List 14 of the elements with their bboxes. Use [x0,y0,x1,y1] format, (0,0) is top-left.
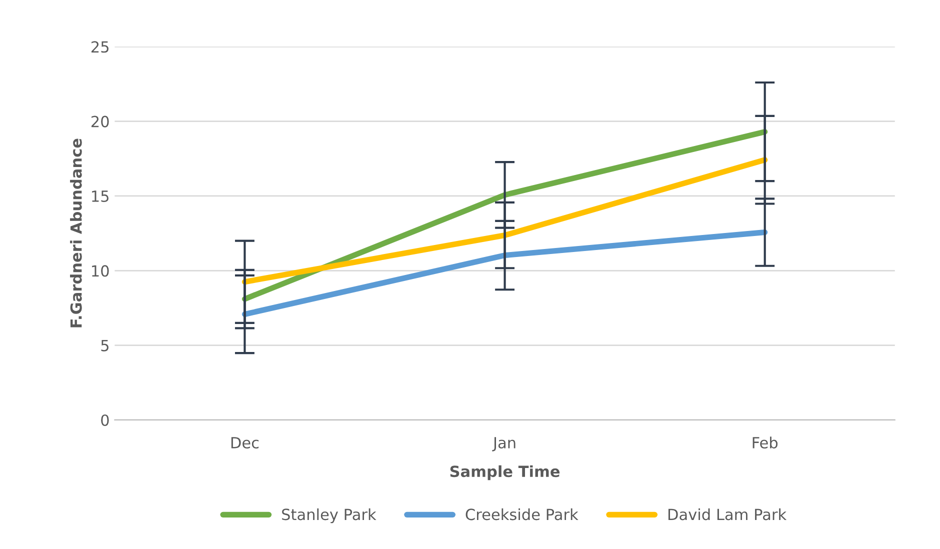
x-axis-title: Sample Time [450,465,560,480]
legend-label: Creekside Park [466,508,578,520]
legend-label: Stanley Park [282,508,376,524]
y-tick-label: 20 [91,116,109,128]
y-tick-label: 10 [92,265,109,277]
y-tick-label: 15 [92,190,108,202]
y-tick-label: 0 [101,414,109,426]
y-tick-label: 25 [91,41,108,53]
legend-label: David Lam Park [668,508,787,520]
x-tick-label: Feb [752,436,778,448]
y-tick-label: 5 [101,340,108,352]
y-axis-title: F.Gardneri Abundance [70,138,82,328]
x-tick-label: Jan [492,437,516,452]
x-tick-label: Dec [231,437,259,448]
